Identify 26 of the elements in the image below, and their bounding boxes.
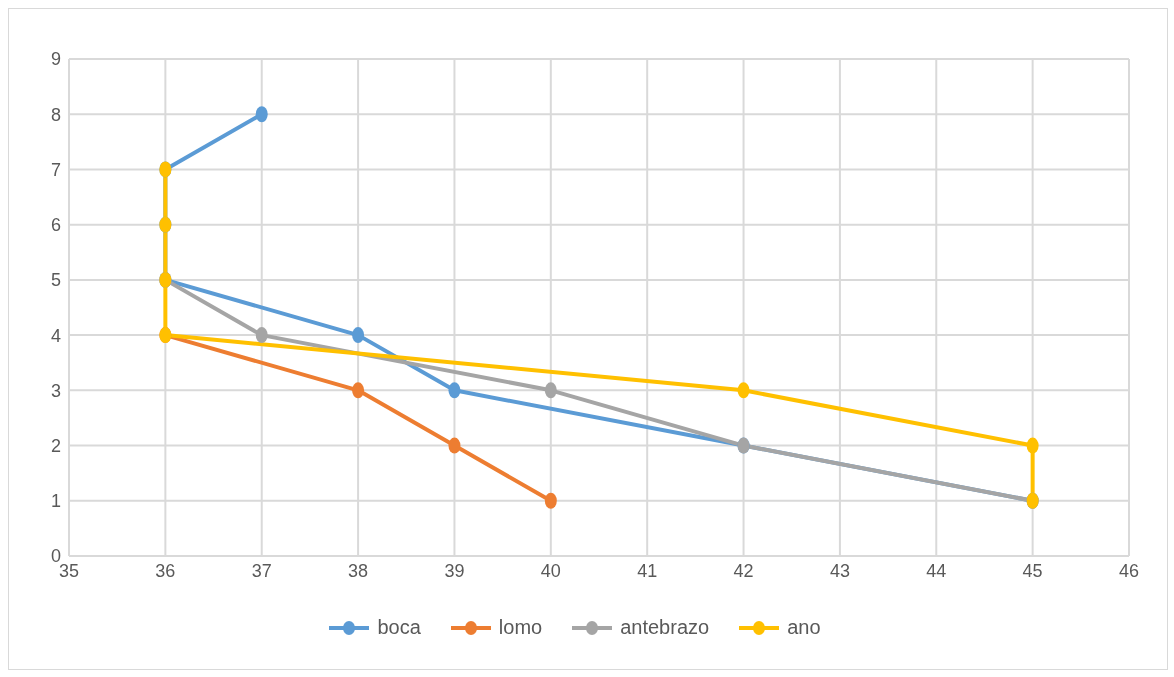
x-tick-label: 44: [926, 560, 947, 581]
y-tick-label: 2: [50, 435, 61, 456]
y-tick-label: 5: [50, 270, 61, 291]
x-tick-label: 45: [1022, 560, 1043, 581]
x-tick-label: 46: [1118, 560, 1140, 581]
legend-label: antebrazo: [620, 616, 710, 639]
y-tick-label: 6: [50, 215, 61, 236]
x-tick-label: 41: [637, 560, 658, 581]
y-tick-label: 9: [50, 49, 61, 70]
x-tick-label: 39: [444, 560, 465, 581]
x-tick-label: 38: [348, 560, 369, 581]
legend-label: boca: [377, 616, 421, 639]
legend-label: lomo: [498, 616, 543, 639]
y-tick-label: 1: [50, 491, 61, 512]
y-tick-label: 4: [50, 325, 61, 346]
x-tick-label: 35: [58, 560, 80, 581]
x-tick-label: 37: [251, 560, 272, 581]
y-tick-label: 8: [50, 104, 61, 125]
x-tick-label: 40: [540, 560, 561, 581]
x-tick-label: 42: [733, 560, 754, 581]
y-tick-label: 3: [50, 380, 61, 401]
y-tick-label: 0: [50, 546, 61, 567]
y-tick-label: 7: [50, 159, 61, 180]
legend-label: ano: [787, 616, 821, 639]
x-tick-label: 43: [829, 560, 850, 581]
x-tick-label: 36: [155, 560, 176, 581]
